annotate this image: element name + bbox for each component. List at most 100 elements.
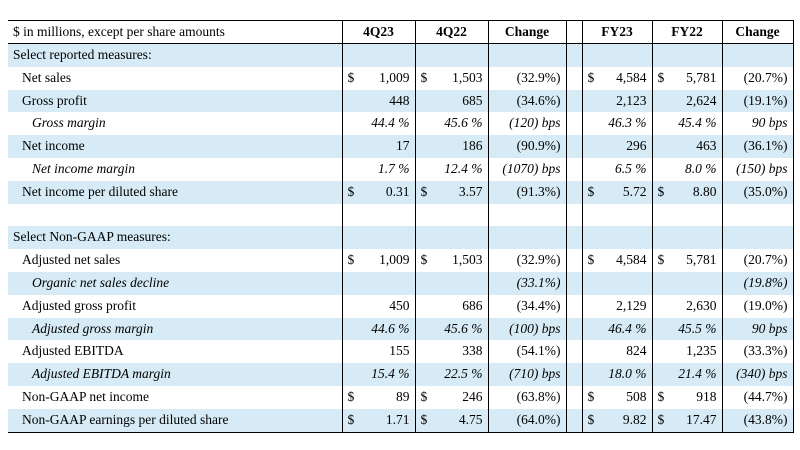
money-cell: $5,781 bbox=[658, 67, 717, 90]
cell-4q22: 12.4 % bbox=[414, 157, 488, 181]
cell-value: 1,009 bbox=[379, 252, 410, 268]
cell-4q23: 155 bbox=[341, 340, 415, 364]
col-header-fy23: FY23 bbox=[581, 20, 652, 44]
cell-4q23 bbox=[341, 226, 415, 250]
money-cell: $918 bbox=[658, 386, 717, 409]
cell-year-change: (19.1%) bbox=[721, 89, 794, 113]
cell-4q22: 686 bbox=[414, 294, 488, 318]
row-label: Net income bbox=[8, 135, 342, 158]
currency-symbol: $ bbox=[420, 388, 428, 404]
money-cell: $1,503 bbox=[421, 249, 483, 272]
cell-year-change: (43.8%) bbox=[721, 408, 794, 433]
money-cell: $9.82 bbox=[588, 409, 647, 431]
cell-quarter-change: (710) bps bbox=[487, 363, 567, 386]
cell-value: 9.82 bbox=[622, 411, 647, 427]
cell-value: 0.31 bbox=[385, 183, 410, 199]
cell-quarter-change: (54.1%) bbox=[487, 340, 567, 364]
cell-year-change: (35.0%) bbox=[721, 180, 794, 204]
cell-quarter-change: (64.0%) bbox=[487, 408, 567, 433]
cell-value: 4,584 bbox=[616, 252, 647, 268]
table-row: Adjusted gross margin 44.6 % 45.6 % (100) b… bbox=[8, 317, 794, 341]
cell-year-change: (33.3%) bbox=[721, 340, 794, 364]
cell-fy22: $5,781 bbox=[651, 249, 722, 272]
column-gap bbox=[566, 89, 582, 113]
cell-year-change: (44.7%) bbox=[721, 385, 794, 409]
cell-4q22: $1,503 bbox=[414, 249, 488, 272]
spacer-row bbox=[8, 203, 794, 227]
cell-4q22: 45.6 % bbox=[414, 112, 488, 136]
header-label: $ in millions, except per share amounts bbox=[8, 20, 342, 44]
cell-value: 5,781 bbox=[686, 69, 717, 85]
currency-symbol: $ bbox=[347, 388, 355, 404]
money-cell: $17.47 bbox=[658, 409, 717, 431]
cell-fy22: $918 bbox=[651, 385, 722, 409]
currency-symbol: $ bbox=[657, 388, 665, 404]
cell-year-change: (36.1%) bbox=[721, 135, 794, 158]
table-row: Non-GAAP net income $89 $246 (63.8%) $508 $91… bbox=[8, 385, 794, 409]
cell-fy23 bbox=[581, 271, 652, 295]
cell-quarter-change bbox=[487, 226, 567, 250]
cell-4q23: 448 bbox=[341, 89, 415, 113]
column-gap bbox=[566, 408, 582, 433]
column-gap bbox=[566, 340, 582, 364]
cell-value: 1,503 bbox=[452, 252, 483, 268]
cell-value: 5,781 bbox=[686, 252, 717, 268]
cell-value: 246 bbox=[462, 388, 483, 404]
row-label: Adjusted gross margin bbox=[8, 317, 342, 341]
table-row: Non-GAAP earnings per diluted share $1.71… bbox=[8, 408, 794, 433]
cell-quarter-change bbox=[487, 43, 567, 67]
cell-fy22: $8.80 bbox=[651, 180, 722, 204]
currency-symbol: $ bbox=[420, 411, 428, 427]
cell-fy23: $4,584 bbox=[581, 66, 652, 90]
cell-fy23: 46.3 % bbox=[581, 112, 652, 136]
currency-symbol: $ bbox=[420, 69, 428, 85]
column-gap bbox=[566, 385, 582, 409]
cell-fy23 bbox=[581, 226, 652, 250]
row-label: Net income margin bbox=[32, 160, 135, 176]
cell-4q22 bbox=[414, 203, 488, 227]
money-cell: $1,009 bbox=[348, 249, 410, 272]
column-gap bbox=[566, 226, 582, 250]
row-label: Non-GAAP net income bbox=[22, 388, 149, 404]
cell-quarter-change: (34.4%) bbox=[487, 294, 567, 318]
cell-quarter-change: (34.6%) bbox=[487, 89, 567, 113]
cell-fy22: 2,630 bbox=[651, 294, 722, 318]
column-gap bbox=[566, 66, 582, 90]
row-label: Adjusted net sales bbox=[22, 252, 121, 268]
cell-4q22: 338 bbox=[414, 340, 488, 364]
column-gap bbox=[566, 112, 582, 136]
cell-fy22: 8.0 % bbox=[651, 157, 722, 181]
table-body: $ in millions, except per share amounts … bbox=[8, 20, 794, 433]
currency-symbol: $ bbox=[420, 252, 428, 268]
table-row: Net income 17 186 (90.9%) 296 463 (36.1%) bbox=[8, 135, 794, 158]
col-header-4q22: 4Q22 bbox=[414, 20, 488, 44]
cell-fy23: $5.72 bbox=[581, 180, 652, 204]
currency-symbol: $ bbox=[347, 411, 355, 427]
column-gap bbox=[566, 294, 582, 318]
cell-4q22: 22.5 % bbox=[414, 363, 488, 386]
cell-year-change: (19.0%) bbox=[721, 294, 794, 318]
currency-symbol: $ bbox=[587, 69, 595, 85]
cell-4q22: $1,503 bbox=[414, 66, 488, 90]
row-label: Adjusted EBITDA margin bbox=[8, 363, 342, 386]
cell-quarter-change: (1070) bps bbox=[487, 157, 567, 181]
cell-year-change: 90 bps bbox=[721, 112, 794, 136]
row-label: Select reported measures: bbox=[8, 43, 342, 67]
cell-quarter-change: (90.9%) bbox=[487, 135, 567, 158]
money-cell: $4,584 bbox=[588, 67, 647, 90]
cell-fy23: 2,129 bbox=[581, 294, 652, 318]
cell-value: 508 bbox=[626, 388, 647, 404]
cell-4q22: 186 bbox=[414, 135, 488, 158]
cell-fy22 bbox=[651, 226, 722, 250]
row-label: Net sales bbox=[22, 69, 72, 85]
cell-4q22 bbox=[414, 271, 488, 295]
cell-value: 5.72 bbox=[622, 183, 647, 199]
cell-4q23: $89 bbox=[341, 385, 415, 409]
cell-fy23: 824 bbox=[581, 340, 652, 364]
cell-value: 918 bbox=[696, 388, 717, 404]
cell-fy23: 6.5 % bbox=[581, 157, 652, 181]
currency-symbol: $ bbox=[657, 183, 665, 199]
cell-4q23 bbox=[341, 203, 415, 227]
cell-fy23 bbox=[581, 203, 652, 227]
currency-symbol: $ bbox=[347, 252, 355, 268]
